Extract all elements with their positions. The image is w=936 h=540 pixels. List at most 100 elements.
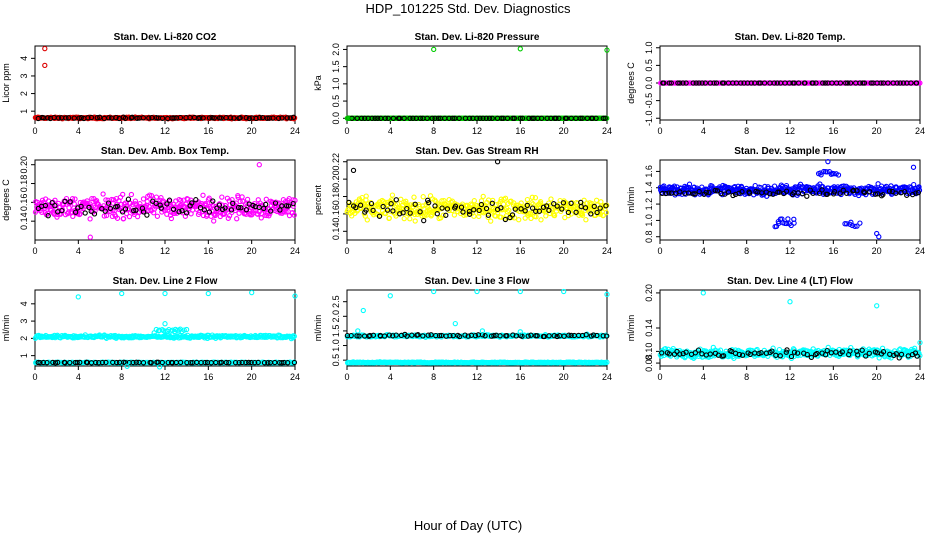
x-tick-label: 24 — [290, 126, 300, 136]
data-point — [77, 359, 83, 366]
data-point — [474, 115, 480, 121]
data-point — [66, 205, 72, 211]
data-point — [874, 303, 880, 309]
data-point — [479, 328, 486, 334]
y-tick-label: 0.20 — [331, 170, 341, 188]
plot-frame — [346, 159, 608, 241]
data-point — [604, 291, 610, 298]
data-point — [852, 223, 858, 230]
data-point — [802, 80, 808, 86]
figure-title: HDP_101225 Std. Dev. Diagnostics — [365, 1, 571, 16]
data-point — [285, 360, 291, 366]
data-point — [88, 114, 95, 121]
x-tick-label: 24 — [915, 246, 925, 256]
data-point — [560, 200, 567, 206]
data-point — [692, 191, 698, 197]
data-point — [114, 215, 121, 221]
data-point — [200, 115, 206, 121]
data-point — [885, 80, 891, 86]
data-point — [813, 80, 819, 86]
data-point — [767, 191, 773, 197]
data-point — [566, 332, 572, 338]
points-layer — [32, 162, 298, 240]
data-point — [517, 46, 523, 52]
data-point — [460, 209, 466, 215]
data-point — [504, 209, 511, 215]
data-point — [730, 192, 736, 199]
x-tick-label: 16 — [828, 246, 838, 256]
data-point — [291, 212, 297, 218]
data-point — [784, 347, 790, 353]
data-point — [237, 115, 243, 121]
data-point — [466, 208, 473, 215]
data-point — [683, 349, 689, 355]
data-point — [120, 215, 127, 222]
data-point — [404, 333, 410, 339]
data-point — [284, 115, 290, 121]
y-tick-label: 0.0 — [331, 112, 341, 125]
data-point — [177, 114, 184, 121]
data-point — [128, 191, 135, 198]
data-point — [62, 198, 68, 205]
data-point — [35, 359, 41, 366]
y-tick-label: 4 — [19, 301, 29, 306]
data-point — [162, 290, 168, 297]
data-point — [240, 198, 246, 204]
data-point — [509, 214, 515, 221]
y-tick-label: 0.22 — [331, 153, 341, 171]
data-point — [859, 347, 865, 353]
data-point — [583, 332, 589, 338]
data-point — [771, 80, 777, 86]
data-point — [243, 115, 249, 121]
data-point — [485, 212, 492, 218]
x-tick-label: 12 — [472, 246, 482, 256]
data-point — [412, 218, 418, 224]
x-tick-label: 16 — [515, 246, 525, 256]
data-point — [42, 62, 48, 69]
data-point — [131, 207, 137, 214]
data-point — [491, 333, 497, 339]
data-point — [785, 216, 791, 222]
data-point — [144, 212, 150, 218]
data-point — [409, 332, 415, 338]
data-point — [255, 359, 261, 366]
data-point — [536, 208, 543, 214]
data-point — [393, 332, 399, 338]
data-point — [357, 202, 364, 208]
data-point — [179, 208, 185, 214]
data-point — [133, 207, 139, 213]
data-point — [602, 115, 608, 121]
data-point — [275, 115, 282, 121]
data-point — [126, 213, 133, 220]
x-tick-label: 24 — [290, 246, 300, 256]
data-point — [659, 350, 665, 356]
data-point — [181, 327, 187, 333]
y-axis-label: percent — [313, 184, 323, 215]
data-point — [700, 290, 706, 296]
x-tick-label: 4 — [701, 372, 706, 382]
data-point — [78, 115, 84, 121]
data-point — [429, 115, 435, 121]
data-point — [914, 353, 920, 359]
x-tick-label: 24 — [915, 126, 925, 136]
data-point — [824, 191, 830, 197]
data-point — [880, 191, 886, 198]
data-point — [246, 115, 253, 122]
x-tick-label: 16 — [515, 126, 525, 136]
x-tick-label: 12 — [472, 126, 482, 136]
y-tick-label: 0.8 — [644, 230, 654, 243]
data-point — [367, 332, 373, 339]
data-point — [89, 195, 95, 202]
data-point — [452, 203, 459, 209]
x-tick-label: 12 — [785, 372, 795, 382]
data-point — [685, 190, 692, 196]
data-point — [896, 355, 902, 361]
y-axis-label: ml/min — [626, 187, 636, 214]
data-point — [363, 193, 369, 199]
data-point — [51, 211, 57, 217]
data-point — [346, 199, 352, 206]
data-point — [517, 115, 523, 121]
data-point — [913, 80, 920, 86]
y-tick-label: 1.5 — [331, 60, 341, 73]
data-point — [440, 212, 446, 218]
